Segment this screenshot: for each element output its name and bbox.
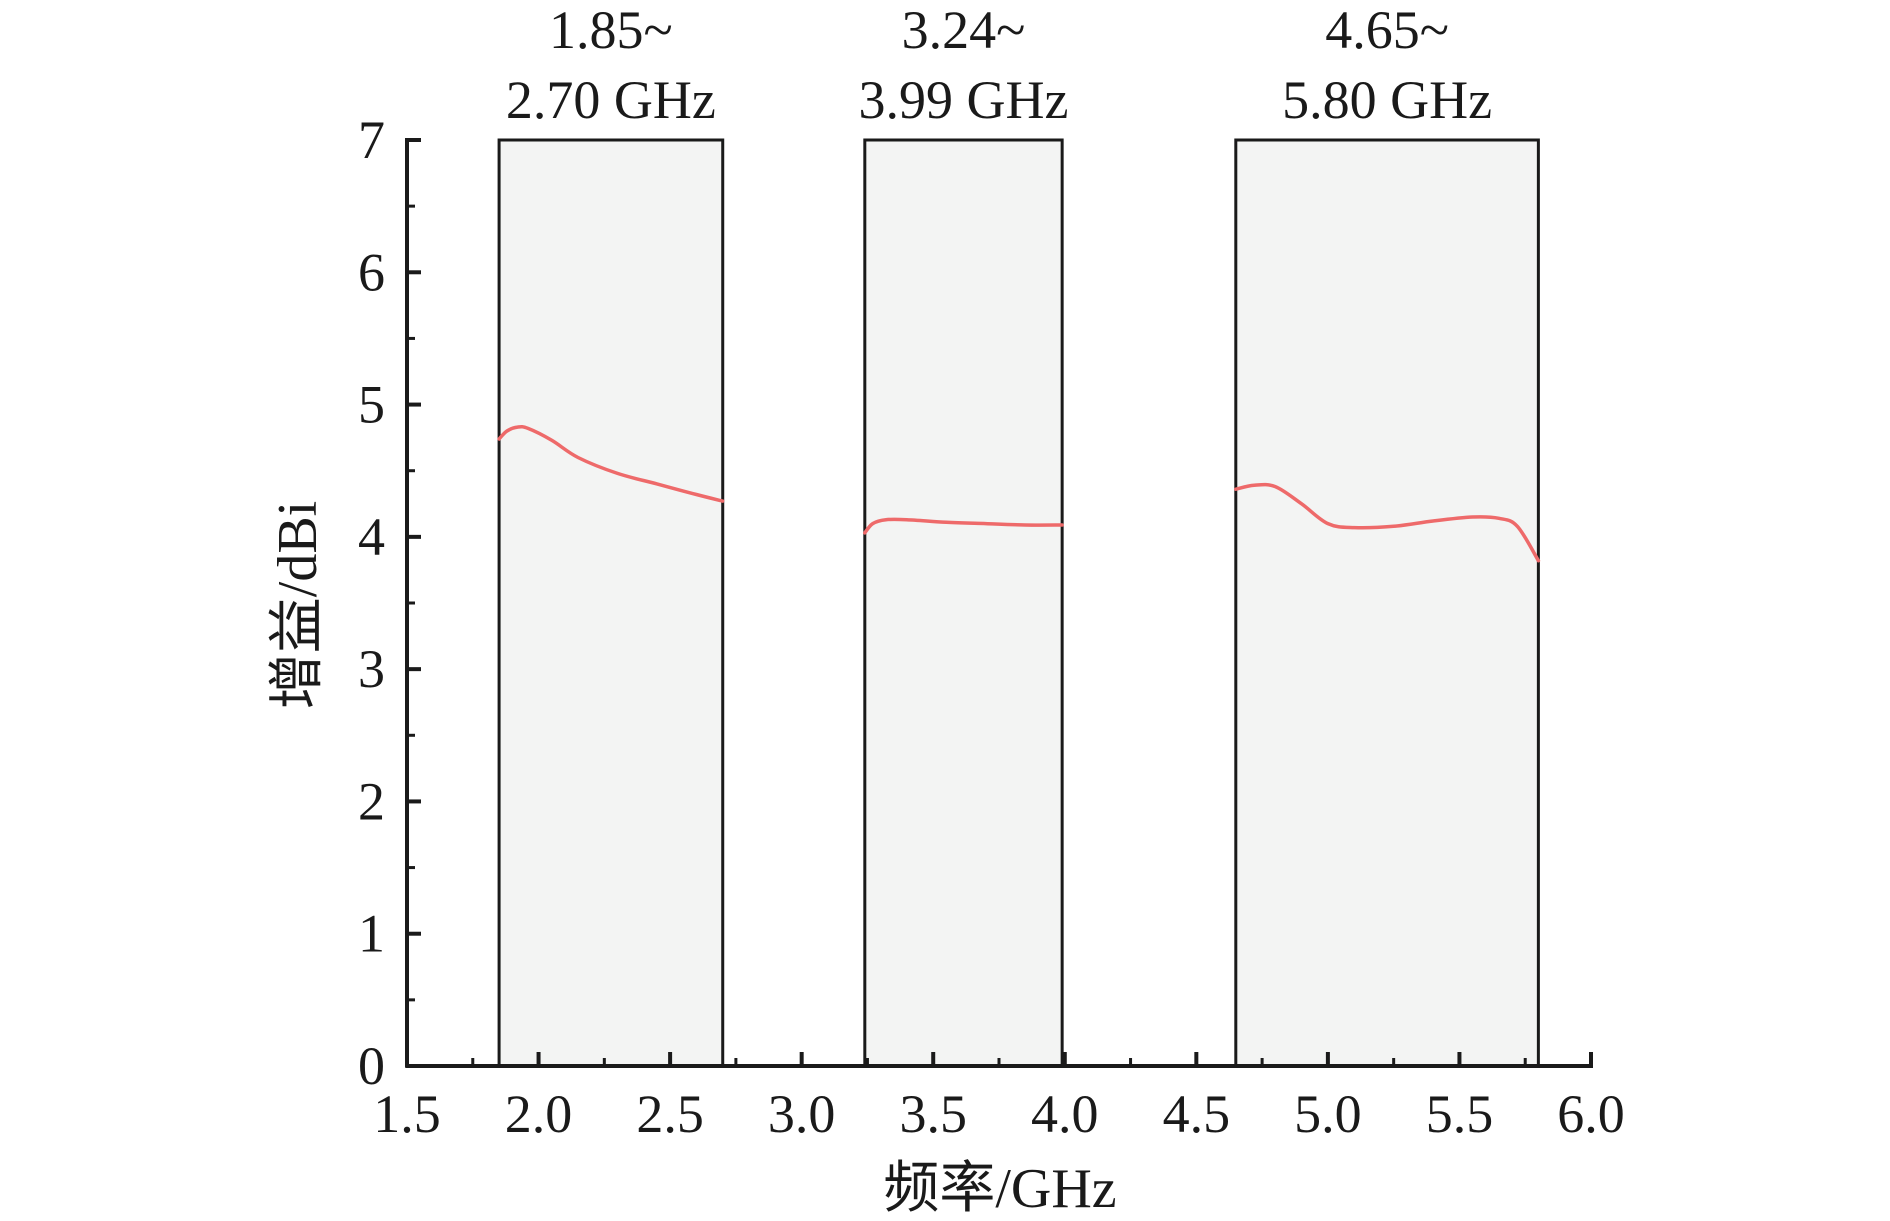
band-label-3-line2: 5.80 GHz [1282, 70, 1492, 130]
band-label-1-line2: 2.70 GHz [506, 70, 716, 130]
x-tick-label: 4.5 [1163, 1084, 1231, 1144]
band-label-3-line1: 4.65~ [1325, 0, 1449, 60]
x-tick-label: 3.5 [899, 1084, 967, 1144]
y-axis-title: 增益/dBi [267, 501, 329, 709]
axes: 0 1 2 3 4 5 6 7 1.5 2.0 2.5 3.0 3.5 4.0 4.5 5.0 5.5 6.0 [358, 110, 1625, 1144]
y-tick-label: 4 [358, 507, 385, 567]
band-label-2-line1: 3.24~ [902, 0, 1026, 60]
gain-series [497, 424, 1541, 563]
x-axis-title: 频率/GHz [883, 1158, 1116, 1220]
x-tick-label: 2.5 [636, 1084, 704, 1144]
gain-line-band-2 [863, 517, 1064, 535]
x-tick-label: 6.0 [1557, 1084, 1625, 1144]
band-rect-2 [863, 138, 1064, 1068]
y-tick-label: 1 [358, 904, 385, 964]
x-tick-label: 5.5 [1426, 1084, 1494, 1144]
x-tick-label: 1.5 [373, 1084, 441, 1144]
x-tick-label: 2.0 [505, 1084, 573, 1144]
y-tick-label: 7 [358, 110, 385, 170]
y-tick-label: 3 [358, 639, 385, 699]
frequency-bands: 1.85~ 2.70 GHz 3.24~ 3.99 GHz 4.65~ 5.80 GHz [497, 0, 1540, 1068]
y-tick-label: 2 [358, 771, 385, 831]
band-rect-1 [497, 138, 725, 1068]
y-tick-label: 5 [358, 375, 385, 435]
y-tick-label: 6 [358, 242, 385, 302]
gain-line-band-1 [497, 424, 725, 503]
band-label-2-line2: 3.99 GHz [858, 70, 1068, 130]
y-tick-label: 0 [358, 1036, 385, 1096]
band-rect-3 [1234, 138, 1540, 1068]
gain-line-band-3 [1234, 482, 1541, 563]
x-tick-label: 4.0 [1031, 1084, 1099, 1144]
band-label-1-line1: 1.85~ [549, 0, 673, 60]
x-tick-label: 5.0 [1294, 1084, 1362, 1144]
x-tick-label: 3.0 [768, 1084, 836, 1144]
